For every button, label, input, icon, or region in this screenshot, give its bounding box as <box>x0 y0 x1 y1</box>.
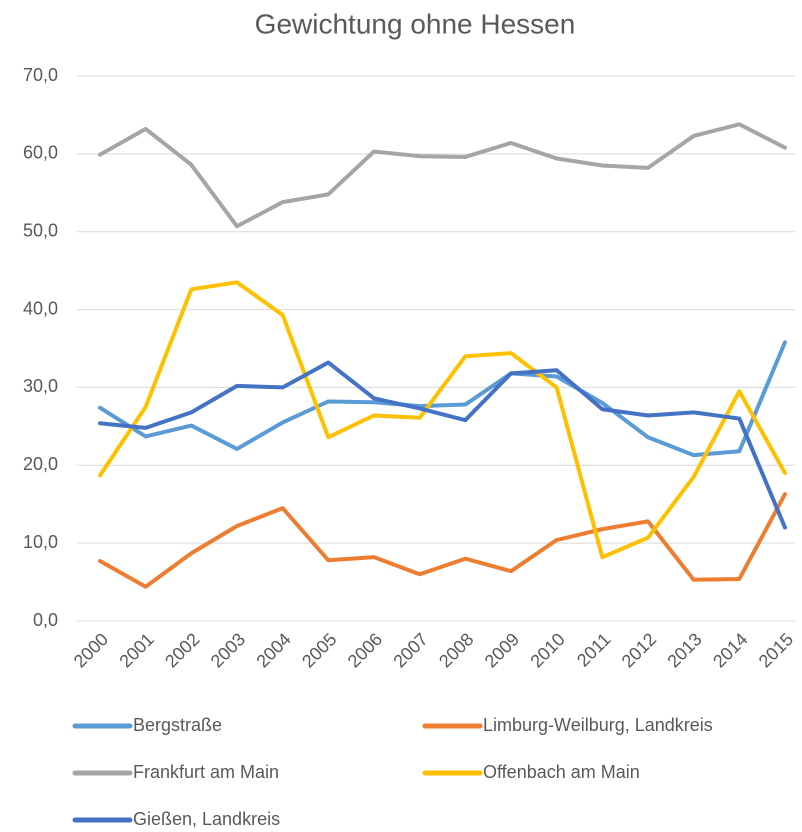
x-tick-label: 2007 <box>389 629 431 671</box>
y-tick-label: 10,0 <box>23 532 58 552</box>
legend-label: Bergstraße <box>133 715 222 735</box>
y-tick-label: 20,0 <box>23 454 58 474</box>
x-tick-label: 2002 <box>161 629 203 671</box>
x-tick-label: 2004 <box>252 629 294 671</box>
x-tick-label: 2008 <box>435 629 477 671</box>
y-tick-label: 30,0 <box>23 376 58 396</box>
y-tick-label: 0,0 <box>33 610 58 630</box>
x-tick-label: 2006 <box>344 629 386 671</box>
x-tick-label: 2001 <box>115 629 157 671</box>
x-tick-label: 2013 <box>663 629 705 671</box>
x-tick-label: 2000 <box>70 629 112 671</box>
series-line <box>98 122 787 229</box>
series-line <box>98 340 787 458</box>
chart-title: Gewichtung ohne Hessen <box>255 8 576 39</box>
y-tick-label: 40,0 <box>23 298 58 318</box>
series-line <box>98 280 787 560</box>
legend-label: Gießen, Landkreis <box>133 809 280 829</box>
x-tick-label: 2010 <box>526 629 568 671</box>
x-tick-label: 2005 <box>298 629 340 671</box>
x-tick-label: 2009 <box>481 629 523 671</box>
x-tick-label: 2015 <box>755 629 797 671</box>
y-tick-label: 70,0 <box>23 65 58 85</box>
x-tick-label: 2003 <box>207 629 249 671</box>
y-tick-label: 60,0 <box>23 143 58 163</box>
series-line <box>98 360 787 530</box>
x-tick-label: 2012 <box>618 629 660 671</box>
series-line <box>98 492 787 589</box>
legend-label: Limburg-Weilburg, Landkreis <box>483 715 713 735</box>
y-tick-label: 50,0 <box>23 220 58 240</box>
legend-label: Offenbach am Main <box>483 762 640 782</box>
x-tick-label: 2011 <box>573 629 615 671</box>
legend-label: Frankfurt am Main <box>133 762 279 782</box>
x-tick-label: 2014 <box>709 629 751 671</box>
